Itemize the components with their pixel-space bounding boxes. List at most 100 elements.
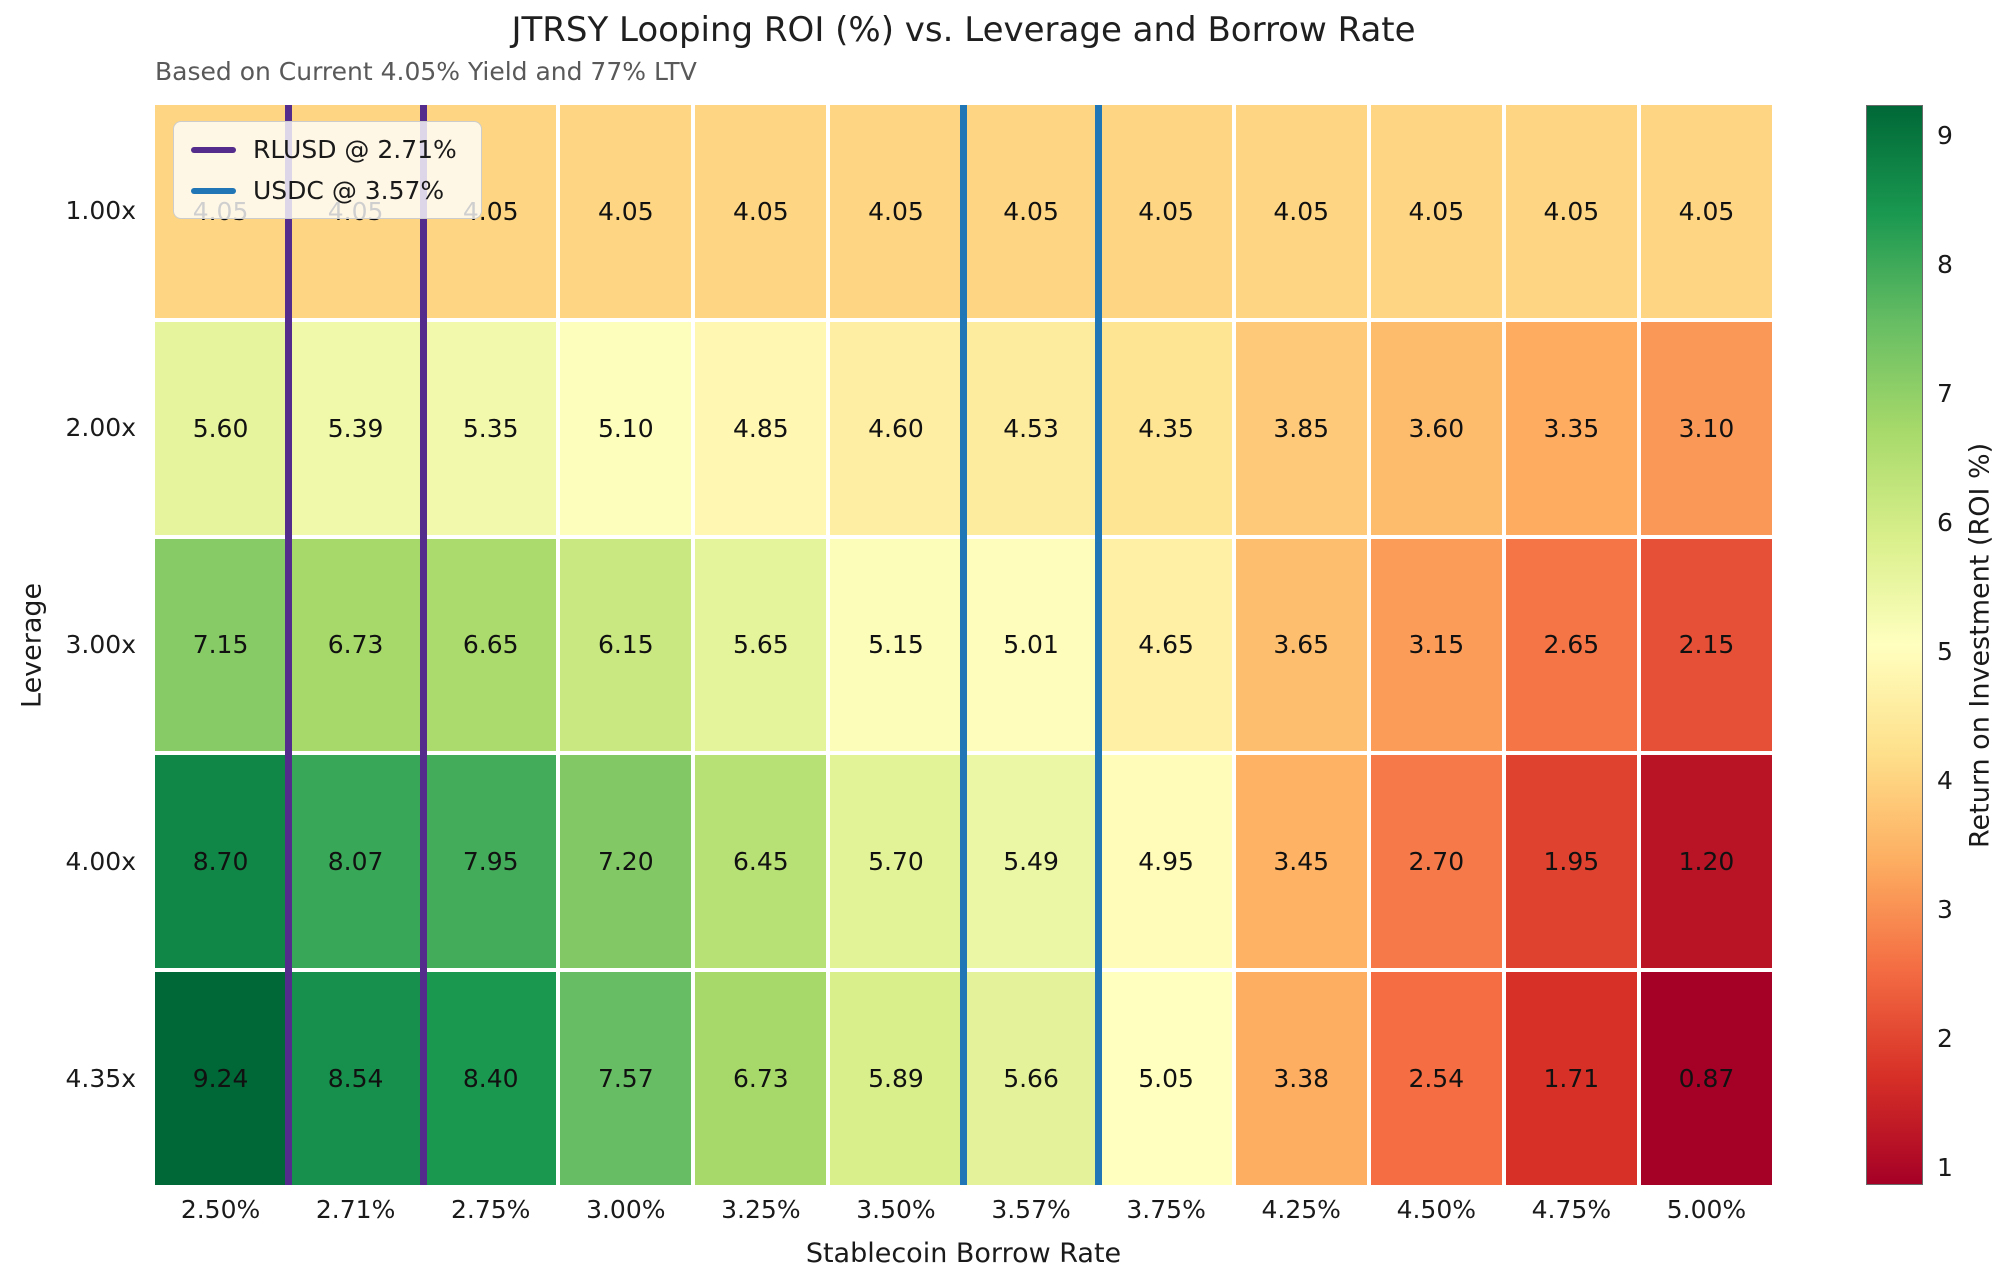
heatmap-cell: 7.20 xyxy=(560,755,692,969)
legend-label: RLUSD @ 2.71% xyxy=(253,135,457,164)
x-tick-label: 4.25% xyxy=(1261,1195,1341,1224)
heatmap-cell: 4.05 xyxy=(1235,105,1367,318)
heatmap-cell: 8.70 xyxy=(155,755,287,969)
heatmap-cell: 3.65 xyxy=(1235,538,1367,752)
colorbar-tick-label: 1 xyxy=(1937,1153,1953,1183)
heatmap-cell: 4.05 xyxy=(695,105,827,318)
x-tick-label: 5.00% xyxy=(1666,1195,1747,1224)
heatmap-cell: 1.71 xyxy=(1505,972,1637,1185)
heatmap-cell: 3.35 xyxy=(1505,321,1637,535)
marker-line-rlusd xyxy=(284,105,292,1185)
heatmap-cell: 5.89 xyxy=(830,972,962,1185)
heatmap-cell: 4.35 xyxy=(1100,321,1232,535)
y-tick-label: 2.00x xyxy=(65,413,136,443)
heatmap-cell: 4.05 xyxy=(1370,105,1502,318)
heatmap-cell: 7.15 xyxy=(155,538,287,752)
x-tick-label: 3.00% xyxy=(586,1195,666,1224)
colorbar-gradient xyxy=(1867,106,1922,1184)
y-tick-label: 4.35x xyxy=(65,1063,136,1093)
heatmap-cell: 3.15 xyxy=(1370,538,1502,752)
x-tick-label: 3.75% xyxy=(1126,1195,1206,1224)
heatmap-cell: 5.49 xyxy=(965,755,1097,969)
y-tick-label: 4.00x xyxy=(65,846,136,876)
heatmap-cell: 5.39 xyxy=(290,321,422,535)
colorbar-tick-label: 7 xyxy=(1937,379,1953,409)
legend-item: USDC @ 3.57% xyxy=(191,176,457,205)
heatmap-cell: 5.10 xyxy=(560,321,692,535)
heatmap-cell: 4.85 xyxy=(695,321,827,535)
x-tick-label: 2.50% xyxy=(180,1195,261,1224)
heatmap-cell: 5.70 xyxy=(830,755,962,969)
heatmap-cell: 2.65 xyxy=(1505,538,1637,752)
heatmap-cell: 4.05 xyxy=(1640,105,1772,318)
legend-label: USDC @ 3.57% xyxy=(253,176,445,205)
heatmap-cell: 5.66 xyxy=(965,972,1097,1185)
heatmap-cell: 2.70 xyxy=(1370,755,1502,969)
heatmap-cell: 7.95 xyxy=(425,755,557,969)
heatmap-cell: 4.05 xyxy=(830,105,962,318)
heatmap-cell: 5.60 xyxy=(155,321,287,535)
colorbar-tick-label: 5 xyxy=(1937,637,1953,667)
heatmap-cell: 1.20 xyxy=(1640,755,1772,969)
y-tick-label: 1.00x xyxy=(65,196,136,226)
x-tick-label: 2.75% xyxy=(450,1195,531,1224)
heatmap-cell: 9.24 xyxy=(155,972,287,1185)
colorbar-tick-label: 3 xyxy=(1937,895,1953,925)
heatmap-cell: 3.45 xyxy=(1235,755,1367,969)
heatmap-plot: 4.05 4.05 4.05 4.05 4.05 4.05 4.05 4.05 4.05 4.05… xyxy=(155,105,1772,1185)
legend-swatch xyxy=(191,187,236,194)
heatmap-cell: 5.15 xyxy=(830,538,962,752)
heatmap-cell: 5.01 xyxy=(965,538,1097,752)
heatmap-cell: 0.87 xyxy=(1640,972,1772,1185)
heatmap-cell: 5.35 xyxy=(425,321,557,535)
heatmap-cell: 3.85 xyxy=(1235,321,1367,535)
heatmap-cell: 7.57 xyxy=(560,972,692,1185)
chart-title: JTRSY Looping ROI (%) vs. Leverage and B… xyxy=(511,10,1416,50)
colorbar-tick-label: 2 xyxy=(1937,1024,1953,1054)
heatmap-cell: 4.60 xyxy=(830,321,962,535)
heatmap-cell: 6.65 xyxy=(425,538,557,752)
legend: RLUSD @ 2.71% USDC @ 3.57% xyxy=(173,121,482,219)
heatmap-cell: 6.73 xyxy=(695,972,827,1185)
colorbar-tick-label: 9 xyxy=(1937,120,1953,150)
x-tick-label: 3.57% xyxy=(991,1195,1071,1224)
heatmap-cell: 8.54 xyxy=(290,972,422,1185)
heatmap-cell: 4.65 xyxy=(1100,538,1232,752)
heatmap-cell: 4.05 xyxy=(1505,105,1637,318)
heatmap-cell: 4.95 xyxy=(1100,755,1232,969)
heatmap-cell: 2.54 xyxy=(1370,972,1502,1185)
marker-line-rlusd xyxy=(419,105,427,1185)
heatmap-cell: 4.05 xyxy=(965,105,1097,318)
heatmap-cell: 4.05 xyxy=(560,105,692,318)
heatmap-cell: 8.40 xyxy=(425,972,557,1185)
colorbar-tick-label: 6 xyxy=(1937,508,1953,538)
marker-line-usdc xyxy=(960,105,967,1185)
heatmap-cell: 5.05 xyxy=(1100,972,1232,1185)
x-tick-label: 2.71% xyxy=(315,1195,396,1224)
x-tick-label: 4.50% xyxy=(1396,1195,1476,1224)
heatmap-cell: 4.05 xyxy=(1100,105,1232,318)
legend-item: RLUSD @ 2.71% xyxy=(191,135,457,164)
colorbar-tick-label: 4 xyxy=(1937,766,1953,796)
marker-line-usdc xyxy=(1095,105,1103,1185)
heatmap-cell: 6.15 xyxy=(560,538,692,752)
heatmap-cell: 4.53 xyxy=(965,321,1097,535)
heatmap-cell: 1.95 xyxy=(1505,755,1637,969)
heatmap-cell: 3.10 xyxy=(1640,321,1772,535)
heatmap-cell: 5.65 xyxy=(695,538,827,752)
heatmap-cell: 6.73 xyxy=(290,538,422,752)
y-tick-label: 3.00x xyxy=(65,630,136,659)
x-axis-label: Stablecoin Borrow Rate xyxy=(805,1238,1122,1269)
x-tick-label: 3.25% xyxy=(721,1195,801,1224)
heatmap-cell: 8.07 xyxy=(290,755,422,969)
x-tick-label: 3.50% xyxy=(856,1195,936,1224)
chart-subtitle: Based on Current 4.05% Yield and 77% LTV xyxy=(155,57,697,86)
x-tick-label: 4.75% xyxy=(1531,1195,1612,1224)
colorbar-label: Return on Investment (ROI %) xyxy=(1964,442,1996,848)
legend-swatch xyxy=(191,146,236,153)
colorbar-tick-label: 8 xyxy=(1937,250,1953,279)
heatmap-cell: 6.45 xyxy=(695,755,827,969)
colorbar xyxy=(1866,105,1923,1185)
heatmap-cell: 3.38 xyxy=(1235,972,1367,1185)
